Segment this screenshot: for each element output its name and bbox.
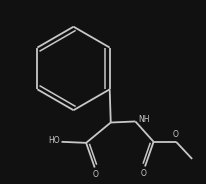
- Text: O: O: [172, 130, 178, 139]
- Text: NH: NH: [137, 115, 149, 124]
- Text: O: O: [92, 170, 98, 179]
- Text: HO: HO: [48, 136, 60, 145]
- Text: O: O: [140, 169, 146, 178]
